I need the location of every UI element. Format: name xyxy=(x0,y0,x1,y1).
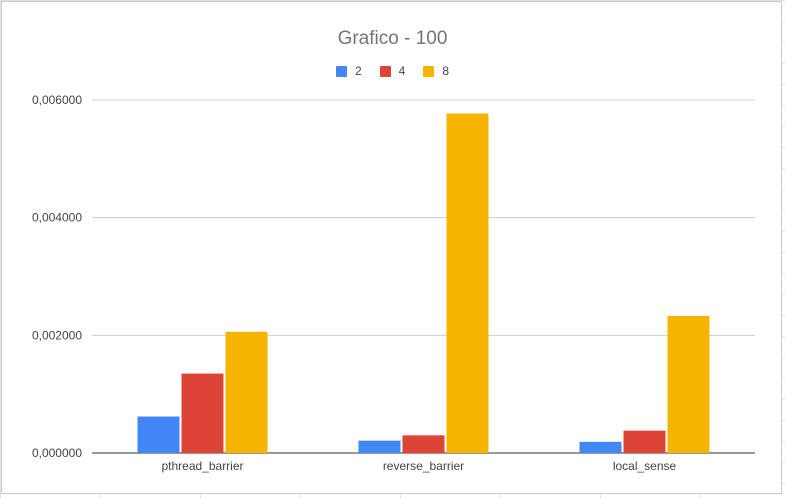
chart-title: Grafico - 100 xyxy=(337,28,448,49)
y-tick-label: 0,004000 xyxy=(32,211,82,225)
bar-pthread_barrier-series-4 xyxy=(181,373,224,453)
legend-swatch xyxy=(423,65,435,77)
bar-reverse_barrier-series-2 xyxy=(358,440,401,453)
x-tick-label: pthread_barrier xyxy=(161,459,243,473)
legend-swatch xyxy=(379,65,391,77)
bar-pthread_barrier-series-2 xyxy=(137,416,180,453)
x-tick-label: local_sense xyxy=(613,459,677,473)
legend-label: 2 xyxy=(354,64,362,78)
legend-item-series-4: 4 xyxy=(379,64,406,78)
legend-item-series-2: 2 xyxy=(335,64,362,78)
y-tick-label: 0,000000 xyxy=(32,446,82,460)
y-tick-label: 0,006000 xyxy=(32,93,82,107)
x-tick-label: reverse_barrier xyxy=(383,459,464,473)
bar-local_sense-series-4 xyxy=(623,430,666,453)
bar-reverse_barrier-series-8 xyxy=(446,113,489,453)
chart-legend: 2 4 8 xyxy=(2,64,783,78)
legend-label: 8 xyxy=(442,64,450,78)
y-tick-label: 0,002000 xyxy=(32,328,82,342)
legend-item-series-8: 8 xyxy=(423,64,449,78)
legend-label: 4 xyxy=(398,64,406,78)
bar-local_sense-series-2 xyxy=(579,441,622,453)
legend-swatch xyxy=(335,65,347,77)
bar-reverse_barrier-series-4 xyxy=(402,435,445,453)
bar-local_sense-series-8 xyxy=(667,315,710,453)
bar-pthread_barrier-series-8 xyxy=(225,331,268,453)
